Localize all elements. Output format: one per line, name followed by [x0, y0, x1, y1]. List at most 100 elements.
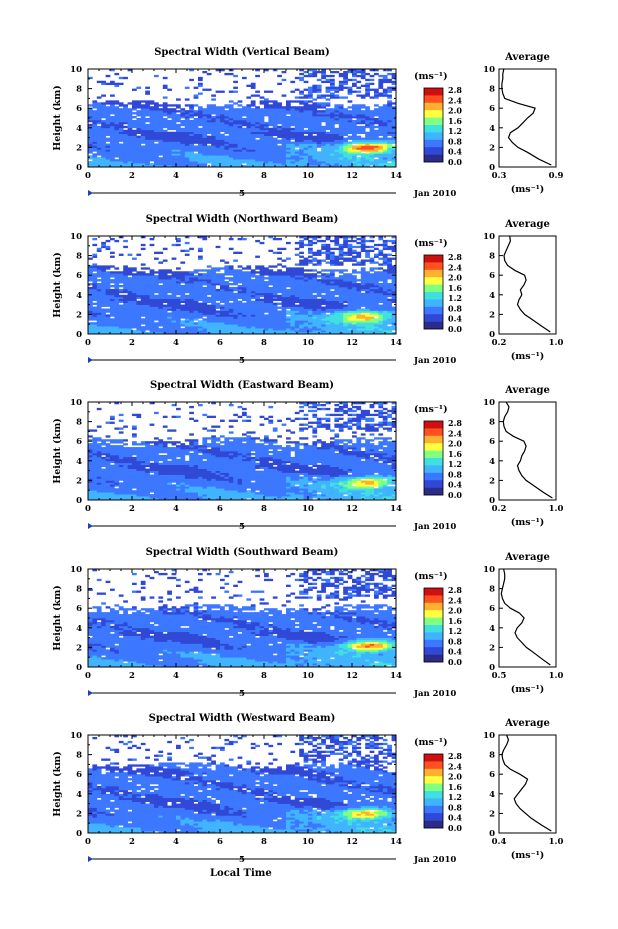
heatmap-cell — [198, 116, 203, 119]
heatmap-cell — [369, 163, 375, 166]
heatmap-cell — [105, 129, 111, 133]
heatmap-cell — [338, 324, 344, 327]
heatmap-cell — [215, 139, 221, 142]
heatmap-cell — [365, 163, 370, 166]
heatmap-cell — [308, 110, 313, 113]
heatmap-cell — [224, 318, 230, 321]
heatmap-cell — [189, 149, 194, 152]
heatmap-cell — [198, 114, 203, 117]
heatmap-cell — [299, 69, 304, 72]
heatmap-cell — [281, 320, 287, 323]
heatmap-cell — [158, 145, 164, 148]
heatmap-cell — [325, 104, 331, 107]
heatmap-cell — [316, 116, 322, 119]
heatmap-cell — [162, 259, 168, 262]
heatmap-cell — [110, 332, 115, 335]
heatmap-cell — [184, 306, 190, 309]
heatmap-cell — [299, 304, 304, 307]
heatmap-cell — [228, 314, 234, 317]
heatmap-cell — [105, 119, 111, 123]
heatmap-cell — [101, 324, 106, 327]
heatmap-cell — [118, 104, 124, 107]
heatmap-cell — [387, 90, 392, 93]
heatmap-cell — [224, 322, 230, 325]
heatmap-cell — [294, 330, 300, 333]
heatmap-cell — [215, 114, 221, 117]
heatmap-cell — [105, 316, 111, 319]
heatmap-cell — [233, 259, 238, 262]
heatmap-cell — [272, 100, 278, 103]
heatmap-cell — [290, 141, 296, 144]
heatmap-cell — [193, 119, 199, 123]
heatmap-cell — [321, 157, 326, 160]
heatmap-cell — [189, 322, 194, 325]
heatmap-cell — [277, 114, 282, 117]
heatmap-cell — [378, 153, 384, 156]
heatmap-cell — [132, 300, 137, 303]
heatmap-cell — [325, 308, 331, 311]
colorbar-segment — [424, 95, 443, 104]
heatmap-cell — [352, 330, 357, 333]
heatmap-cell — [118, 314, 124, 317]
heatmap-cell — [149, 320, 155, 323]
heatmap-cell — [281, 306, 287, 309]
heatmap-cell — [96, 143, 102, 146]
heatmap-cell — [308, 121, 313, 125]
heatmap-cell — [206, 157, 212, 160]
heatmap-cell — [118, 320, 124, 323]
heatmap-cell — [378, 263, 384, 266]
heatmap-cell — [220, 157, 225, 160]
heatmap-cell — [259, 265, 265, 268]
heatmap-cell — [294, 253, 300, 256]
heatmap-cell — [387, 298, 392, 302]
heatmap-cell — [277, 129, 282, 133]
heatmap-cell — [391, 80, 397, 84]
heatmap-cell — [162, 300, 168, 303]
heatmap-cell — [123, 121, 128, 125]
heatmap-cell — [277, 269, 282, 272]
heatmap-cell — [118, 330, 124, 333]
heatmap-cell — [202, 116, 208, 119]
heatmap-cell — [294, 328, 300, 331]
heatmap-cell — [224, 324, 230, 327]
heatmap-cell — [255, 133, 260, 136]
heatmap-cell — [88, 104, 93, 107]
heatmap-cell — [88, 119, 93, 123]
heatmap-cell — [110, 157, 115, 160]
heatmap-cell — [105, 245, 111, 249]
heatmap-cell — [198, 302, 203, 305]
heatmap-cell — [378, 151, 384, 154]
heatmap-cell — [264, 90, 269, 93]
heatmap-cell — [132, 133, 137, 136]
heatmap-cell — [312, 123, 318, 127]
heatmap-cell — [387, 320, 392, 323]
heatmap-cell — [299, 121, 304, 125]
heatmap-cell — [246, 114, 252, 117]
heatmap-cell — [224, 116, 230, 119]
heatmap-cell — [92, 318, 98, 321]
heatmap-cell — [365, 310, 370, 313]
heatmap-cell — [387, 322, 392, 325]
heatmap-cell — [140, 114, 146, 117]
heatmap-cell — [281, 123, 287, 127]
heatmap-cell — [312, 147, 318, 150]
heatmap-cell — [110, 131, 115, 135]
heatmap-cell — [149, 116, 155, 119]
heatmap-cell — [365, 298, 370, 302]
heatmap-cell — [294, 135, 300, 138]
heatmap-cell — [215, 118, 221, 121]
heatmap-cell — [224, 310, 230, 313]
heatmap-cell — [114, 123, 120, 127]
heatmap-cell — [88, 326, 93, 329]
heatmap-cell — [299, 100, 304, 103]
heatmap-cell — [224, 131, 230, 135]
heatmap-cell — [387, 78, 392, 82]
heatmap-cell — [378, 267, 384, 270]
heatmap-cell — [281, 143, 287, 146]
heatmap-cell — [312, 153, 318, 156]
heatmap-cell — [374, 314, 379, 317]
heatmap-cell — [105, 147, 111, 150]
heatmap-cell — [272, 147, 278, 150]
heatmap-cell — [303, 324, 309, 327]
heatmap-cell — [316, 161, 322, 164]
